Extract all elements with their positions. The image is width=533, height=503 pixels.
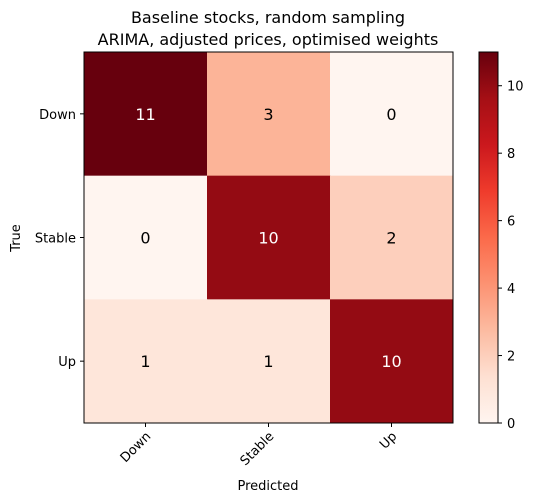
x-tick-label: Down [118,429,155,466]
heatmap-cell [207,52,331,177]
cell-value-label: 1 [140,352,150,371]
chart-title-line-2: ARIMA, adjusted prices, optimised weight… [98,30,439,49]
heatmap-cell-labels: 11 3 00 10 21 1 10 [135,105,401,371]
cell-value-label: 1 [263,352,273,371]
heatmap-cell [207,175,331,300]
x-axis-ticks: Down Stable Up [118,423,400,469]
cell-value-label: 3 [263,105,273,124]
colorbar-tick-label: 4 [507,282,515,297]
heatmap-cell [84,175,208,300]
heatmap-cell [330,175,454,300]
colorbar-tick-label: 6 [507,215,515,230]
x-tick-label: Up [377,429,400,452]
y-tick-label: Stable [35,232,76,247]
colorbar-ticks: 0 2 4 6 8 10 [498,80,524,432]
y-tick-label: Up [58,355,76,370]
heatmap-cell [207,299,331,424]
cell-value-label: 10 [258,229,278,248]
colorbar [478,51,499,424]
colorbar-tick-label: 8 [507,147,515,162]
heatmap-cells [84,52,454,424]
colorbar-tick-label: 2 [507,350,515,365]
x-axis-label: Predicted [237,479,298,494]
heatmap-cell [330,299,454,424]
x-tick-label: Stable [238,429,278,469]
colorbar-tick-label: 0 [507,417,515,432]
colorbar-tick-label: 10 [507,80,524,95]
y-axis-ticks: Down Stable Up [35,108,84,370]
cell-value-label: 0 [140,229,150,248]
cell-value-label: 11 [135,105,155,124]
y-tick-label: Down [39,108,76,123]
cell-value-label: 10 [381,352,401,371]
cell-value-label: 2 [386,229,396,248]
heatmap-cell [84,299,208,424]
heatmap-cell [84,52,208,177]
chart-title-line-1: Baseline stocks, random sampling [131,8,405,27]
y-axis-label: True [9,224,24,253]
cell-value-label: 0 [386,105,396,124]
heatmap-cell [330,52,454,177]
